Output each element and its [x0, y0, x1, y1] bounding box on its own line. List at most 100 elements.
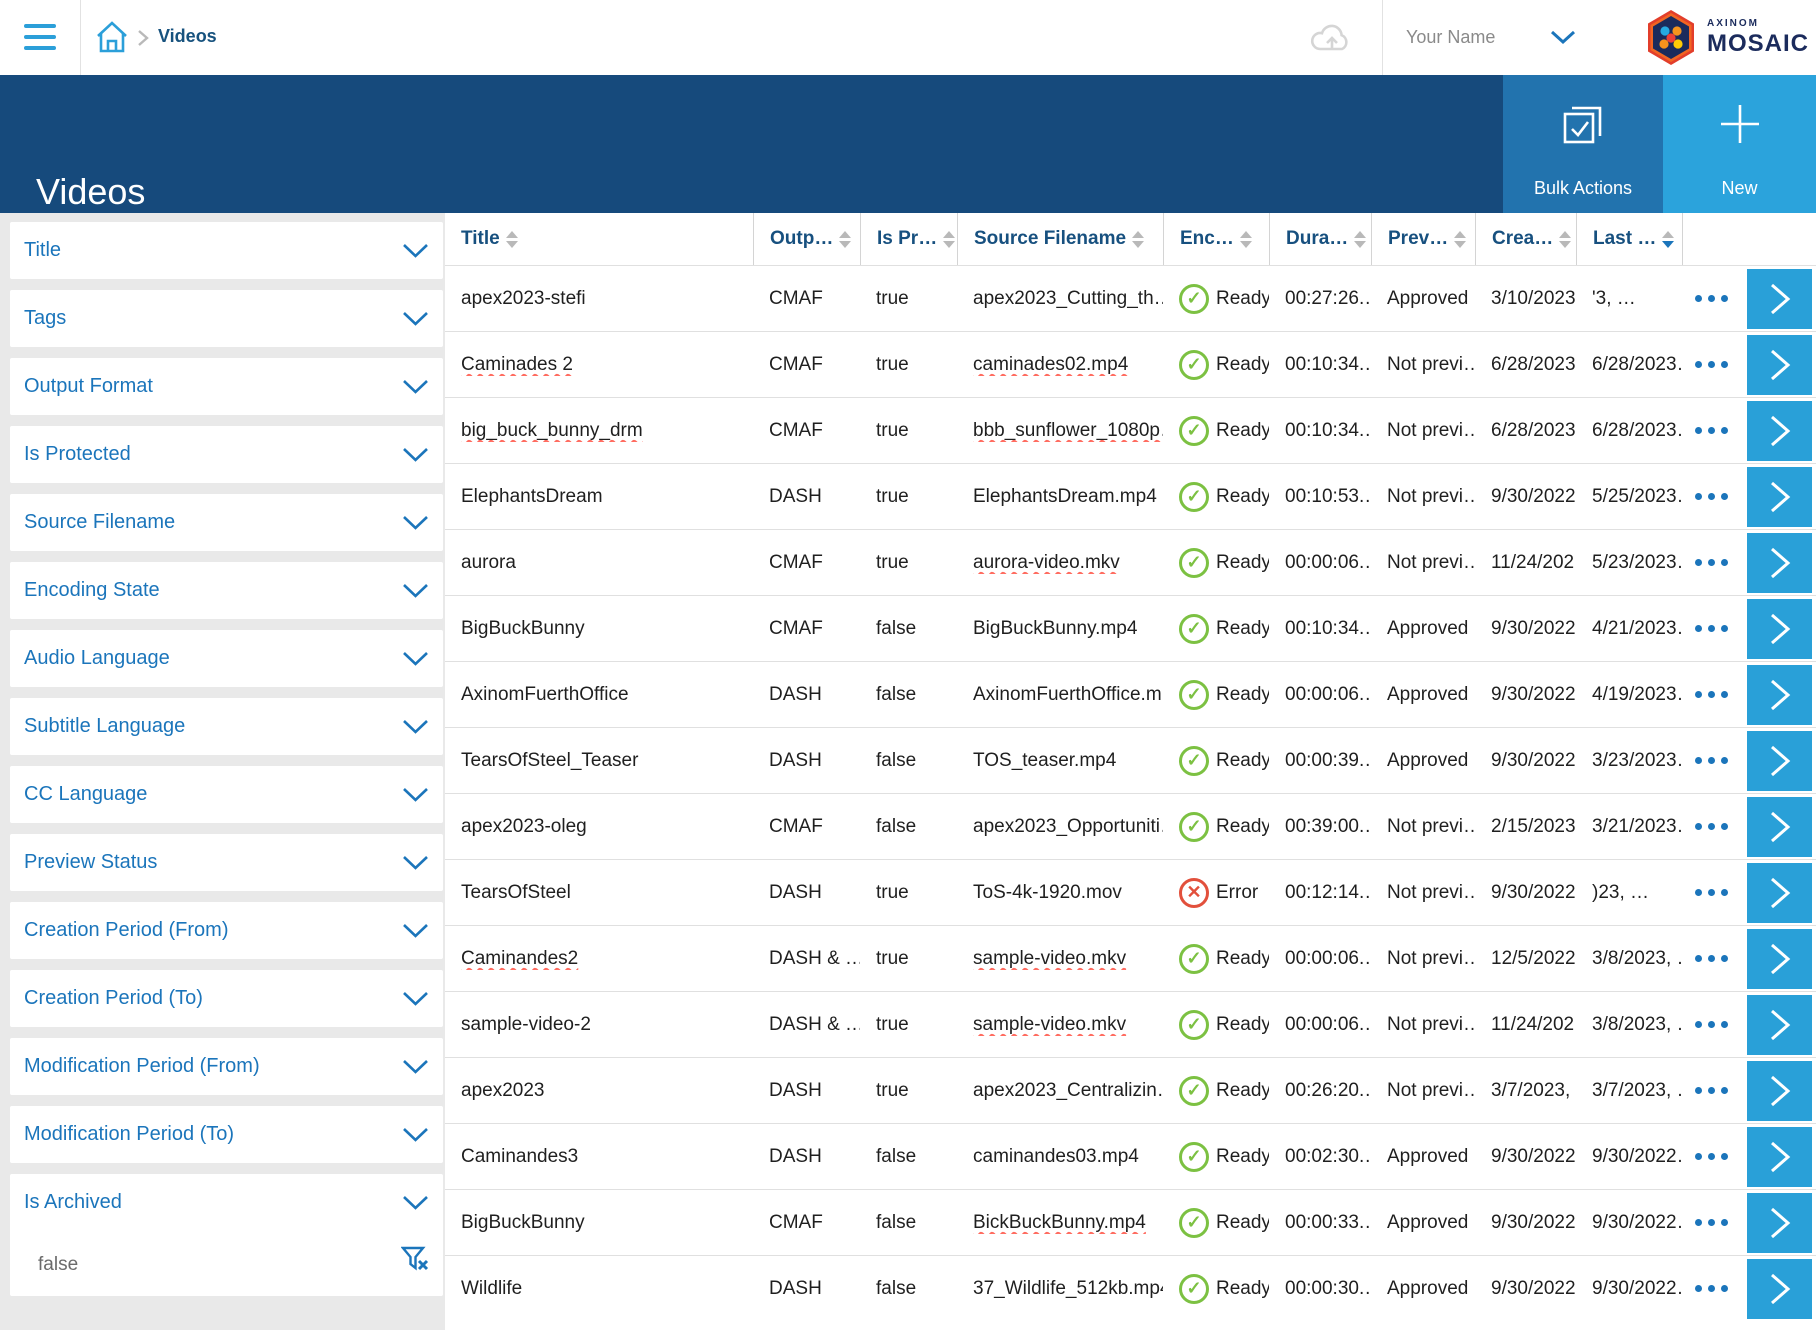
cell-title: Caminandes3 — [461, 1145, 579, 1167]
filter-accordion-is-archived[interactable]: Is Archived false — [10, 1174, 443, 1296]
row-actions-menu-icon[interactable] — [1683, 1153, 1740, 1160]
row-actions-menu-icon[interactable] — [1683, 295, 1740, 302]
cell-duration: 00:00:06.… — [1285, 1013, 1371, 1035]
filter-accordion[interactable]: Preview Status — [10, 834, 443, 891]
cell-preview-status: Approved — [1387, 683, 1469, 705]
cell-is-protected: true — [876, 353, 909, 375]
filter-accordion[interactable]: Modification Period (To) — [10, 1106, 443, 1163]
row-actions-menu-icon[interactable] — [1683, 1021, 1740, 1028]
filter-accordion[interactable]: Audio Language — [10, 630, 443, 687]
open-row-button[interactable] — [1747, 599, 1812, 659]
open-row-button[interactable] — [1747, 1061, 1812, 1121]
column-header-created[interactable]: Crea… — [1475, 213, 1576, 265]
breadcrumb[interactable]: Videos — [158, 26, 217, 46]
filter-label: Creation Period (From) — [24, 919, 229, 941]
chevron-down-icon[interactable] — [402, 855, 429, 876]
chevron-down-icon[interactable] — [402, 1059, 429, 1080]
chevron-down-icon[interactable] — [402, 447, 429, 468]
cell-duration: 00:02:30.… — [1285, 1145, 1371, 1167]
open-row-button[interactable] — [1747, 401, 1812, 461]
filter-accordion[interactable]: Source Filename — [10, 494, 443, 551]
chevron-down-icon[interactable] — [402, 515, 429, 536]
column-header-title[interactable]: Title — [445, 213, 753, 265]
chevron-down-icon[interactable] — [402, 1195, 429, 1216]
filter-accordion[interactable]: Title — [10, 222, 443, 279]
filter-accordion[interactable]: Output Format — [10, 358, 443, 415]
filter-accordion[interactable]: Subtitle Language — [10, 698, 443, 755]
cell-source-filename: AxinomFuerthOffice.m… — [973, 683, 1163, 705]
chevron-down-icon[interactable] — [402, 243, 429, 264]
chevron-right-icon — [1770, 415, 1790, 447]
row-actions-menu-icon[interactable] — [1683, 823, 1740, 830]
row-actions-menu-icon[interactable] — [1683, 559, 1740, 566]
home-icon[interactable] — [95, 19, 129, 60]
column-header-source-filename[interactable]: Source Filename — [957, 213, 1163, 265]
column-header-output-format[interactable]: Outp… — [753, 213, 860, 265]
filter-label: CC Language — [24, 783, 148, 805]
open-row-button[interactable] — [1747, 335, 1812, 395]
row-actions-menu-icon[interactable] — [1683, 757, 1740, 764]
row-actions-menu-icon[interactable] — [1683, 427, 1740, 434]
open-row-button[interactable] — [1747, 863, 1812, 923]
bulk-actions-button[interactable]: Bulk Actions — [1503, 75, 1663, 213]
column-header-last-modified[interactable]: Last … — [1576, 213, 1683, 265]
sort-icon — [943, 230, 956, 248]
filter-accordion[interactable]: Modification Period (From) — [10, 1038, 443, 1095]
open-row-button[interactable] — [1747, 797, 1812, 857]
hamburger-menu-icon[interactable] — [24, 24, 56, 51]
open-row-button[interactable] — [1747, 1127, 1812, 1187]
filter-accordion[interactable]: Creation Period (From) — [10, 902, 443, 959]
open-row-button[interactable] — [1747, 533, 1812, 593]
cell-duration: 00:10:34.… — [1285, 617, 1371, 639]
new-button[interactable]: New — [1663, 75, 1816, 213]
cell-output-format: DASH — [769, 683, 822, 705]
column-header-preview-status[interactable]: Prev… — [1371, 213, 1475, 265]
open-row-button[interactable] — [1747, 665, 1812, 725]
cell-is-protected: true — [876, 551, 909, 573]
filter-accordion[interactable]: CC Language — [10, 766, 443, 823]
open-row-button[interactable] — [1747, 1259, 1812, 1319]
open-row-button[interactable] — [1747, 269, 1812, 329]
filter-label: Modification Period (To) — [24, 1123, 235, 1145]
column-header-duration[interactable]: Dura… — [1269, 213, 1371, 265]
open-row-button[interactable] — [1747, 995, 1812, 1055]
row-actions-menu-icon[interactable] — [1683, 1087, 1740, 1094]
chevron-down-icon[interactable] — [402, 651, 429, 672]
chevron-down-icon[interactable] — [402, 991, 429, 1012]
open-row-button[interactable] — [1747, 467, 1812, 527]
chevron-down-icon[interactable] — [402, 923, 429, 944]
column-header-encoding-state[interactable]: Enc… — [1163, 213, 1269, 265]
clear-filter-icon[interactable] — [400, 1246, 429, 1277]
chevron-down-icon[interactable] — [402, 583, 429, 604]
row-actions-menu-icon[interactable] — [1683, 691, 1740, 698]
open-row-button[interactable] — [1747, 1193, 1812, 1253]
row-actions-menu-icon[interactable] — [1683, 1219, 1740, 1226]
row-actions-menu-icon[interactable] — [1683, 889, 1740, 896]
open-row-button[interactable] — [1747, 731, 1812, 791]
column-header-is-protected[interactable]: Is Pr… — [860, 213, 957, 265]
row-actions-menu-icon[interactable] — [1683, 1285, 1740, 1292]
row-actions-menu-icon[interactable] — [1683, 625, 1740, 632]
chevron-down-icon[interactable] — [402, 719, 429, 740]
filter-accordion[interactable]: Tags — [10, 290, 443, 347]
chevron-down-icon[interactable] — [402, 787, 429, 808]
filter-accordion[interactable]: Is Protected — [10, 426, 443, 483]
filter-accordion[interactable]: Encoding State — [10, 562, 443, 619]
cell-output-format: CMAF — [769, 287, 823, 309]
chevron-down-icon[interactable] — [402, 311, 429, 332]
chevron-right-icon — [1770, 283, 1790, 315]
user-menu-chevron-icon[interactable] — [1548, 28, 1578, 51]
cell-source-filename: BickBuckBunny.mp4 — [973, 1211, 1146, 1233]
user-menu[interactable]: Your Name — [1406, 27, 1496, 47]
table-row: apex2023-oleg CMAF false apex2023_Opport… — [445, 793, 1816, 859]
row-actions-menu-icon[interactable] — [1683, 493, 1740, 500]
row-actions-menu-icon[interactable] — [1683, 361, 1740, 368]
open-row-button[interactable] — [1747, 929, 1812, 989]
row-actions-menu-icon[interactable] — [1683, 955, 1740, 962]
chevron-down-icon[interactable] — [402, 379, 429, 400]
cell-preview-status: Approved — [1387, 1277, 1469, 1299]
chevron-down-icon[interactable] — [402, 1127, 429, 1148]
filter-accordion[interactable]: Creation Period (To) — [10, 970, 443, 1027]
cell-created-date: 9/30/2022… — [1491, 749, 1576, 771]
cell-encoding-state: Ready — [1163, 613, 1269, 644]
